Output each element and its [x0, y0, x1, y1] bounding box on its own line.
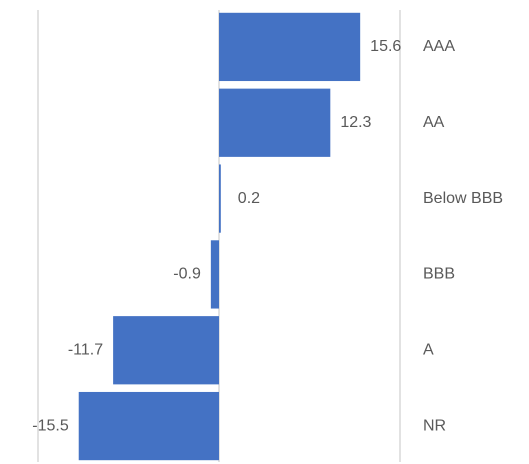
- bar: [210, 240, 219, 309]
- data-label: 15.6: [370, 38, 401, 55]
- data-label: 0.2: [238, 190, 260, 207]
- category-label: AAA: [423, 38, 455, 55]
- bar: [219, 12, 361, 82]
- bar: [113, 316, 219, 385]
- category-label: AA: [423, 114, 445, 131]
- data-label: -15.5: [32, 417, 69, 434]
- category-label: A: [423, 341, 434, 358]
- data-label: 12.3: [340, 114, 371, 131]
- category-label: Below BBB: [423, 190, 503, 207]
- category-label: NR: [423, 417, 446, 434]
- bar: [219, 164, 221, 233]
- bar: [219, 88, 331, 157]
- data-label: -0.9: [173, 266, 201, 283]
- category-label: BBB: [423, 266, 455, 283]
- data-label: -11.7: [68, 341, 103, 358]
- bar: [78, 391, 219, 461]
